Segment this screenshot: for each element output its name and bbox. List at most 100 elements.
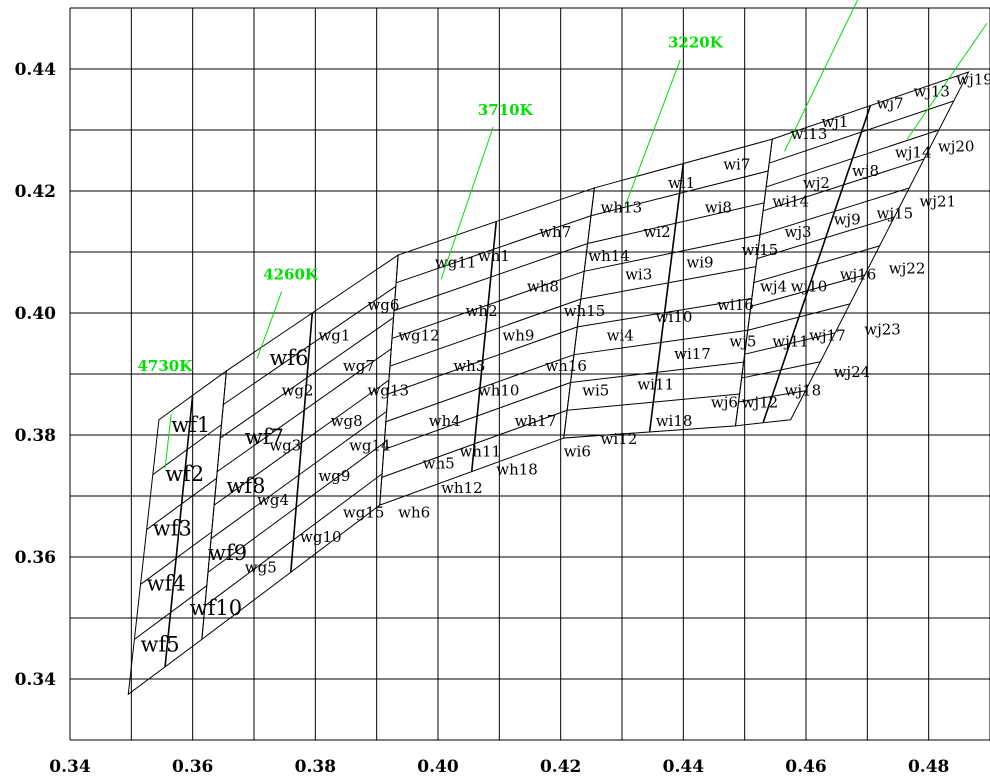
bin-label-wi9: wi9 <box>686 253 713 271</box>
bin-label-wg4: wg4 <box>257 491 289 509</box>
bin-label-wh1: wh1 <box>478 247 510 265</box>
region-wj-col-line <box>762 105 872 424</box>
x-tick-label: 0.38 <box>295 757 336 776</box>
bin-label-wh7: wh7 <box>539 223 571 241</box>
bin-label-wg7: wg7 <box>343 357 375 375</box>
bin-label-wh13: wh13 <box>601 198 643 216</box>
bin-label-wi17: wi17 <box>674 345 711 363</box>
bin-label-wj7: wj7 <box>877 95 904 113</box>
bin-label-wj8: wj8 <box>852 162 879 180</box>
bin-label-wi18: wi18 <box>656 412 693 430</box>
bin-label-wj23: wj23 <box>864 320 901 338</box>
cct-label-3710K: 3710K <box>478 101 534 119</box>
bin-label-wi8: wi8 <box>705 198 732 216</box>
bin-label-wh5: wh5 <box>423 455 455 473</box>
bin-label-wf3: wf3 <box>153 517 192 541</box>
bin-label-wj15: wj15 <box>877 204 914 222</box>
region-wh-col-line <box>470 221 498 472</box>
bin-label-wj17: wj17 <box>809 326 846 344</box>
cct-label-3220K: 3220K <box>668 34 724 52</box>
bin-label-wj6: wj6 <box>711 394 738 412</box>
bin-label-wi13: wi13 <box>791 125 828 143</box>
bin-label-wg10: wg10 <box>300 528 342 546</box>
cct-line-4730K <box>164 413 172 469</box>
bin-label-wf4: wf4 <box>147 572 186 596</box>
y-tick-label: 0.36 <box>15 548 56 568</box>
bin-label-wh10: wh10 <box>478 381 520 399</box>
bin-label-wj10: wj10 <box>791 278 828 296</box>
bin-label-wg6: wg6 <box>367 296 399 314</box>
bin-label-wi16: wi16 <box>717 296 754 314</box>
bin-label-wj2: wj2 <box>803 174 830 192</box>
bin-label-wg1: wg1 <box>318 326 350 344</box>
bin-label-wh16: wh16 <box>545 357 587 375</box>
cct-line-3710K <box>440 126 494 280</box>
bin-label-wh6: wh6 <box>398 503 430 521</box>
cct-line-2580K <box>906 22 988 140</box>
bin-label-wg12: wg12 <box>398 326 440 344</box>
bin-label-wf9: wf9 <box>208 541 247 565</box>
bin-label-wj5: wj5 <box>729 333 756 351</box>
bin-label-wj3: wj3 <box>785 223 812 241</box>
region-wg-col-line <box>290 312 314 573</box>
bin-label-wf6: wf6 <box>269 346 308 370</box>
bin-label-wj18: wj18 <box>785 381 822 399</box>
x-tick-label: 0.36 <box>172 757 213 776</box>
x-tick-label: 0.46 <box>785 757 826 776</box>
bin-label-wg15: wg15 <box>343 503 385 521</box>
cct-label-4260K: 4260K <box>263 265 319 283</box>
bin-label-wg8: wg8 <box>331 412 363 430</box>
grid-lines <box>69 7 990 741</box>
bin-label-wi3: wi3 <box>625 265 652 283</box>
bin-label-wh18: wh18 <box>496 461 538 479</box>
bin-label-wh3: wh3 <box>453 357 485 375</box>
bin-label-wj14: wj14 <box>895 143 932 161</box>
bin-label-wh12: wh12 <box>441 479 483 497</box>
bin-label-wi7: wi7 <box>723 156 750 174</box>
bin-label-wf2: wf2 <box>165 462 204 486</box>
bin-label-wj24: wj24 <box>834 363 871 381</box>
region-wf-col-line <box>164 395 194 667</box>
y-tick-label: 0.40 <box>15 304 57 324</box>
axis-ticks: 0.34 0.36 0.38 0.40 0.42 0.44 0.46 0.48 0.34 0.36… <box>15 60 950 776</box>
bin-label-wh11: wh11 <box>459 442 501 460</box>
bin-label-wi6: wi6 <box>564 442 591 460</box>
bin-label-wi15: wi15 <box>742 241 779 259</box>
bin-label-wg5: wg5 <box>245 558 277 576</box>
bin-label-wh8: wh8 <box>527 278 559 296</box>
y-tick-label: 0.44 <box>15 60 57 80</box>
bin-regions <box>127 71 970 696</box>
bin-label-wj22: wj22 <box>889 259 926 277</box>
y-tick-label: 0.42 <box>15 182 56 202</box>
bin-label-wi1: wi1 <box>668 174 695 192</box>
bin-label-wi2: wi2 <box>643 223 670 241</box>
bin-label-wf10: wf10 <box>190 596 242 620</box>
cct-line-2870K <box>784 0 859 152</box>
x-tick-label: 0.40 <box>417 757 459 776</box>
bin-label-wj20: wj20 <box>938 137 975 155</box>
bin-label-wh15: wh15 <box>564 302 606 320</box>
bin-label-wg14: wg14 <box>349 436 391 454</box>
bin-label-wi14: wi14 <box>772 192 809 210</box>
bin-label-wi11: wi11 <box>637 375 674 393</box>
bin-label-wj11: wj11 <box>772 333 809 351</box>
bin-label-wh14: wh14 <box>588 247 630 265</box>
x-tick-label: 0.48 <box>908 757 949 776</box>
x-tick-label: 0.34 <box>49 757 91 776</box>
cct-label-4730K: 4730K <box>137 357 193 375</box>
bin-label-wg9: wg9 <box>318 467 350 485</box>
bin-label-wj12: wj12 <box>742 394 779 412</box>
bin-label-wi12: wi12 <box>601 430 638 448</box>
bin-label-wj21: wj21 <box>919 192 956 210</box>
bin-label-wi4: wi4 <box>607 326 634 344</box>
bin-label-wg2: wg2 <box>282 381 314 399</box>
bin-label-wj9: wj9 <box>834 211 861 229</box>
bin-label-wh17: wh17 <box>515 412 557 430</box>
bin-label-wj16: wj16 <box>840 265 877 283</box>
bin-label-wh4: wh4 <box>429 412 461 430</box>
bin-label-wi5: wi5 <box>582 381 609 399</box>
bin-label-wj19: wj19 <box>956 70 990 88</box>
bin-label-wf1: wf1 <box>171 413 210 437</box>
x-tick-label: 0.44 <box>663 757 705 776</box>
